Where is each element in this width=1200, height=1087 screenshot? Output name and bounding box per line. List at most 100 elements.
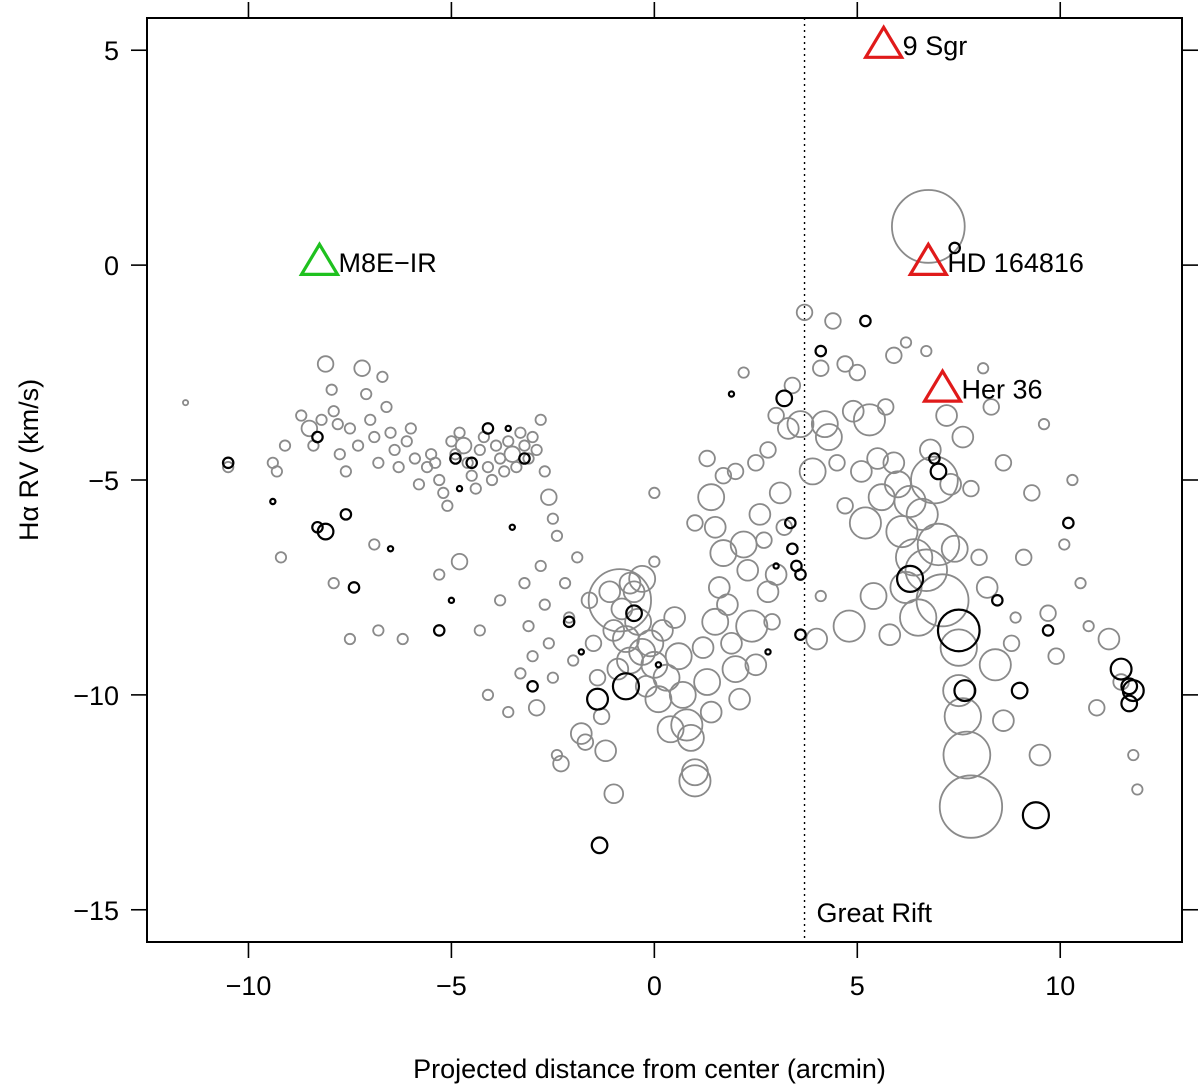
data-point-gray — [360, 387, 373, 401]
data-point-gray — [522, 452, 535, 465]
data-point-gray — [832, 609, 866, 643]
data-point-gray — [437, 486, 450, 499]
data-point-gray — [628, 564, 657, 593]
data-point-gray — [526, 430, 539, 444]
data-point-gray — [1082, 620, 1095, 633]
data-point-black — [508, 523, 516, 531]
data-point-gray — [882, 451, 906, 475]
data-point-black — [991, 594, 1004, 607]
y-tick-label: −5 — [88, 466, 119, 496]
data-point-gray — [1088, 699, 1106, 717]
data-point-gray — [295, 409, 308, 422]
data-point-black — [590, 836, 609, 855]
y-tick-label: −15 — [73, 896, 119, 926]
data-point-gray — [327, 577, 340, 590]
data-point-gray — [814, 589, 827, 603]
data-point-gray — [510, 461, 523, 474]
data-point-gray — [1028, 743, 1052, 767]
source-marker-triangle — [921, 368, 964, 403]
data-point-gray — [372, 624, 385, 637]
data-point-gray — [449, 448, 462, 461]
data-point-black — [953, 679, 977, 703]
data-point-gray — [951, 425, 975, 449]
data-point-black — [1062, 516, 1075, 530]
data-point-black — [784, 516, 797, 530]
data-point-gray — [343, 422, 357, 435]
data-point-gray — [343, 632, 357, 646]
data-point-gray — [978, 648, 1012, 682]
data-point-gray — [372, 456, 385, 469]
data-point-gray — [368, 430, 381, 444]
data-point-black — [625, 604, 643, 623]
data-point-gray — [461, 456, 474, 469]
data-point-gray — [850, 460, 873, 483]
data-point-gray — [859, 582, 888, 610]
data-point-black — [504, 424, 512, 433]
data-point-gray — [670, 708, 704, 742]
data-point-gray — [550, 529, 564, 542]
data-point-gray — [744, 653, 768, 677]
data-point-black — [432, 624, 446, 637]
data-point-gray — [274, 551, 288, 564]
data-point-gray — [716, 593, 739, 616]
data-point-gray — [396, 632, 409, 646]
data-point-gray — [1058, 538, 1071, 551]
data-point-gray — [942, 674, 976, 708]
data-point-gray — [584, 634, 603, 653]
data-point-gray — [877, 398, 895, 416]
plot-frame — [146, 17, 1183, 943]
data-point-gray — [651, 619, 674, 642]
data-point-gray — [1074, 577, 1087, 590]
data-point-gray — [698, 449, 716, 468]
data-point-gray — [652, 663, 681, 692]
data-point-gray — [353, 359, 371, 377]
y-tick-label: 0 — [104, 251, 119, 281]
data-point-gray — [465, 469, 478, 482]
data-point-gray — [182, 399, 190, 407]
data-point-gray — [552, 754, 570, 773]
data-point-gray — [538, 598, 551, 611]
x-tick-label: −5 — [436, 971, 467, 1001]
data-point-gray — [376, 370, 389, 383]
data-point-black — [772, 562, 780, 570]
data-point-gray — [942, 730, 992, 780]
data-point-gray — [992, 709, 1015, 732]
data-point-gray — [904, 548, 948, 592]
data-point-gray — [699, 700, 723, 724]
data-point-gray — [494, 594, 507, 607]
data-point-black — [221, 456, 235, 470]
data-point-gray — [693, 668, 722, 696]
data-point-gray — [368, 538, 381, 551]
data-point-black — [727, 390, 736, 398]
data-point-gray — [567, 654, 580, 667]
data-point-black — [577, 648, 585, 656]
data-point-gray — [795, 303, 814, 322]
great-rift-label: Great Rift — [817, 898, 933, 928]
data-point-gray — [563, 611, 576, 624]
data-point-gray — [939, 628, 978, 667]
data-point-gray — [852, 403, 886, 437]
data-point-black — [465, 456, 479, 470]
data-point-gray — [975, 576, 999, 599]
data-point-gray — [514, 667, 527, 680]
data-point-gray — [392, 461, 405, 474]
data-point-gray — [786, 410, 815, 439]
data-point-black — [929, 462, 948, 481]
data-point-gray — [339, 465, 352, 478]
data-point-gray — [610, 597, 634, 621]
data-point-black — [1109, 657, 1133, 681]
data-point-black — [948, 241, 962, 255]
data-point-gray — [481, 461, 495, 474]
data-point-gray — [388, 443, 401, 457]
data-point-gray — [656, 715, 685, 744]
data-point-gray — [546, 512, 559, 525]
data-point-gray — [940, 534, 969, 563]
data-point-gray — [1039, 604, 1057, 622]
y-axis-label: Hα RV (km/s) — [14, 379, 44, 541]
data-point-gray — [522, 620, 535, 633]
data-point-black — [386, 545, 395, 553]
data-point-gray — [333, 448, 346, 461]
data-point-gray — [836, 355, 854, 373]
data-point-gray — [1047, 647, 1065, 665]
data-point-gray — [498, 465, 511, 478]
